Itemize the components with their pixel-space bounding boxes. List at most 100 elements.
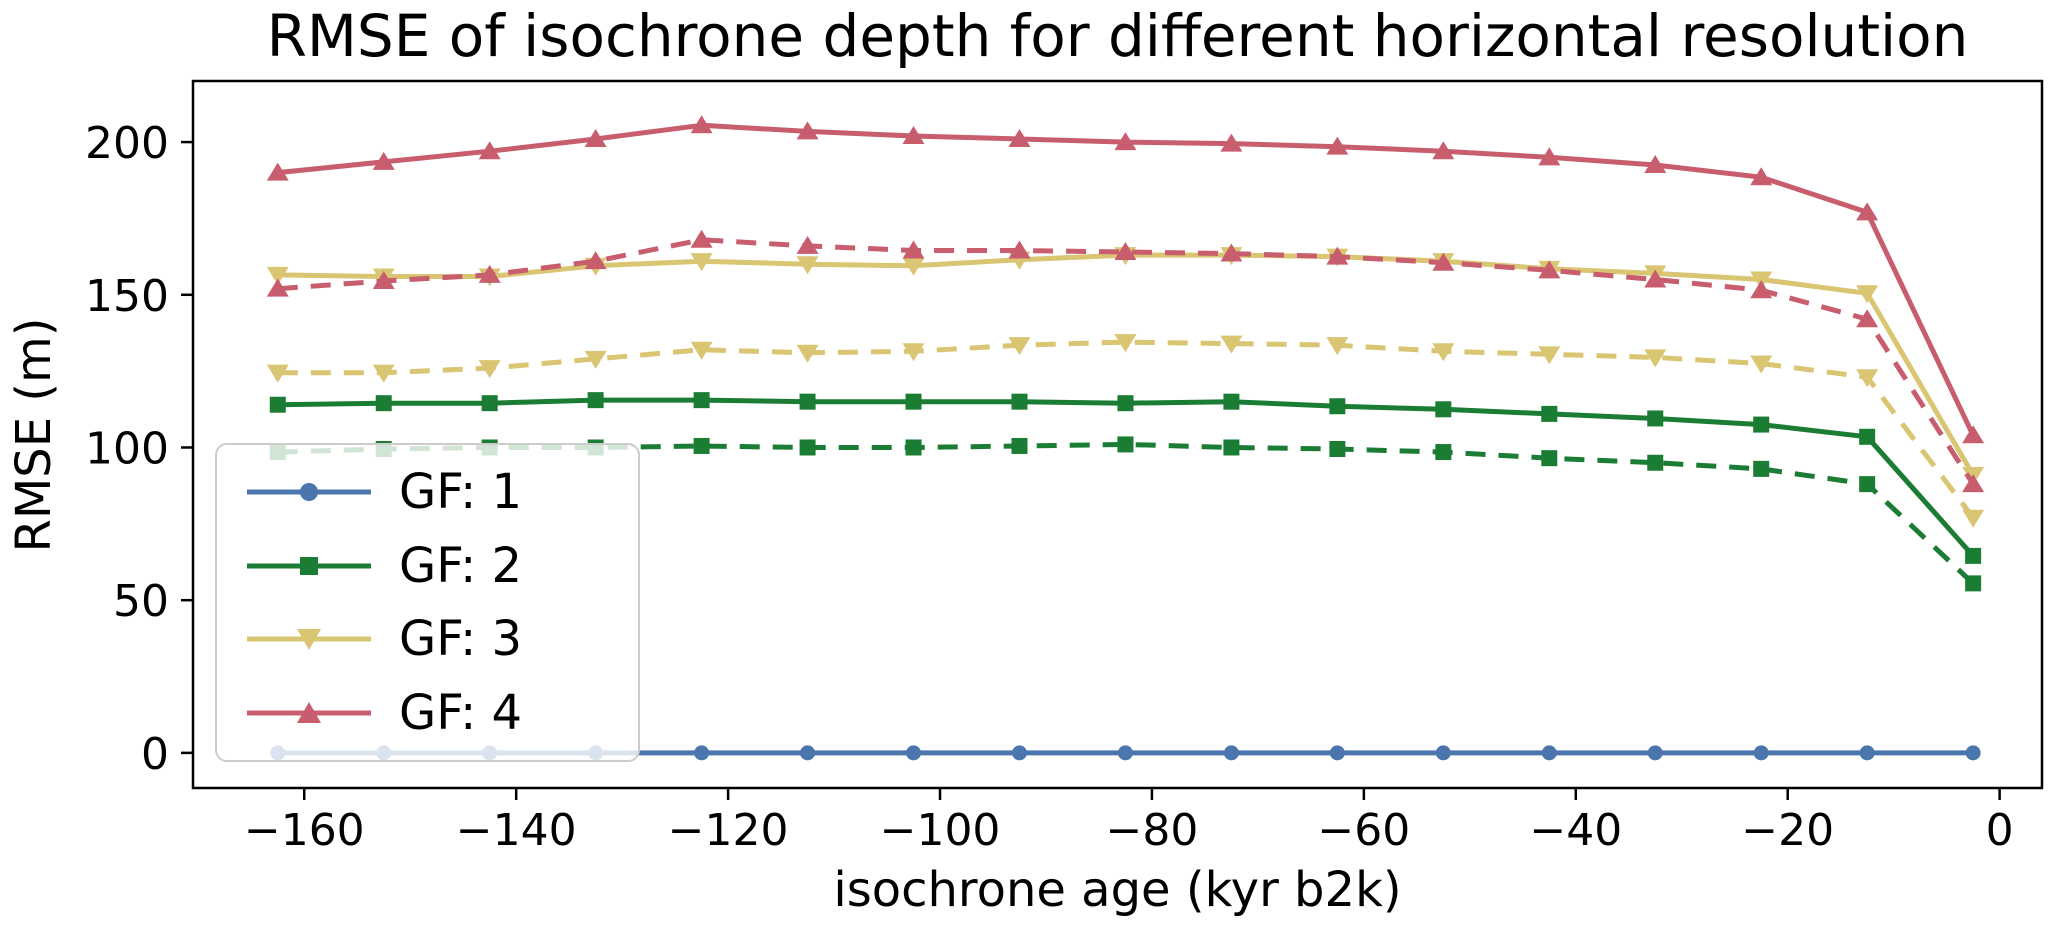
marker-triangle-up — [1326, 246, 1349, 265]
marker-triangle-up — [478, 141, 501, 160]
x-tick-label: −120 — [668, 805, 789, 856]
marker-square — [481, 395, 498, 412]
marker-circle — [1329, 745, 1345, 761]
legend-item: GF: 3 — [245, 615, 638, 663]
marker-triangle-up — [584, 251, 607, 270]
marker-circle — [906, 745, 922, 761]
x-tick-label: 0 — [1986, 805, 2014, 856]
marker-square — [1541, 450, 1558, 467]
marker-triangle-down — [1750, 355, 1773, 374]
marker-triangle-up — [1538, 147, 1561, 166]
marker-triangle-down — [266, 364, 289, 383]
x-tick-label: −80 — [1106, 805, 1199, 856]
square-icon — [300, 556, 318, 575]
marker-square — [1329, 398, 1346, 415]
marker-circle — [1117, 745, 1133, 761]
marker-circle — [1223, 745, 1239, 761]
marker-triangle-up — [796, 235, 819, 254]
marker-square — [1435, 401, 1452, 418]
legend-sample-triangle-up-icon — [247, 702, 371, 724]
marker-triangle-down — [1114, 334, 1137, 353]
marker-triangle-down — [1220, 335, 1243, 354]
marker-triangle-up — [1750, 167, 1773, 186]
marker-square — [1011, 437, 1028, 454]
legend-sample-circle-icon — [247, 482, 371, 501]
marker-triangle-up — [902, 240, 925, 259]
marker-triangle-up — [1114, 132, 1137, 151]
marker-triangle-up — [1114, 242, 1137, 261]
marker-triangle-down — [1008, 337, 1031, 356]
marker-triangle-up — [690, 229, 713, 248]
marker-triangle-down — [1538, 346, 1561, 365]
marker-square — [693, 392, 710, 409]
marker-triangle-down — [1856, 369, 1879, 388]
circle-icon — [300, 482, 318, 501]
series-line-gf-4 — [277, 122, 1976, 437]
legend-sample-square-icon — [247, 556, 371, 575]
marker-circle — [1435, 745, 1451, 761]
marker-square — [1859, 476, 1876, 493]
legend-item: GF: 1 — [245, 468, 638, 516]
marker-square — [1117, 395, 1134, 412]
marker-square — [799, 393, 816, 410]
y-tick-label: 200 — [85, 118, 169, 169]
marker-square — [375, 395, 392, 412]
marker-triangle-up — [902, 125, 925, 144]
legend-sample-triangle-down-icon — [247, 629, 371, 651]
legend-item: GF: 2 — [245, 542, 638, 590]
marker-triangle-down — [266, 266, 289, 285]
marker-triangle-up — [1432, 141, 1455, 160]
marker-triangle-up — [1538, 260, 1561, 279]
marker-triangle-up — [1856, 202, 1879, 221]
legend-item-label: GF: 2 — [399, 537, 523, 594]
marker-square — [1753, 416, 1770, 433]
x-tick-label: −100 — [880, 805, 1001, 856]
marker-triangle-up — [266, 278, 289, 297]
marker-triangle-down — [796, 256, 819, 275]
x-axis-label: isochrone age (kyr b2k) — [833, 862, 1402, 918]
marker-triangle-up — [1962, 425, 1985, 444]
marker-circle — [1011, 745, 1027, 761]
triangle-up-icon — [297, 702, 321, 724]
marker-triangle-up — [1008, 129, 1031, 148]
series-line-gf-4-dashed — [277, 237, 1976, 486]
marker-circle — [1965, 745, 1981, 761]
marker-circle — [1541, 745, 1557, 761]
marker-triangle-up — [478, 264, 501, 283]
y-tick-label: 50 — [113, 576, 169, 627]
marker-triangle-down — [690, 341, 713, 360]
marker-triangle-down — [1856, 285, 1879, 304]
marker-square — [269, 396, 286, 413]
marker-triangle-up — [1962, 474, 1985, 493]
marker-triangle-up — [1220, 243, 1243, 262]
marker-square — [1541, 405, 1558, 422]
marker-triangle-up — [372, 151, 395, 170]
marker-square — [1965, 547, 1982, 564]
marker-square — [1329, 441, 1346, 458]
marker-triangle-down — [1644, 349, 1667, 368]
marker-square — [1435, 444, 1452, 461]
marker-triangle-down — [902, 343, 925, 362]
marker-square — [1223, 439, 1240, 456]
legend: GF: 1 GF: 2 GF: 3 GF: 4 — [215, 443, 640, 762]
marker-triangle-up — [584, 129, 607, 148]
marker-triangle-down — [1962, 509, 1985, 528]
marker-square — [1223, 393, 1240, 410]
marker-circle — [694, 745, 710, 761]
marker-triangle-up — [1644, 154, 1667, 173]
marker-triangle-down — [796, 344, 819, 363]
marker-triangle-up — [1008, 240, 1031, 259]
marker-triangle-up — [372, 271, 395, 290]
y-tick-label: 0 — [141, 729, 169, 780]
marker-circle — [800, 745, 816, 761]
marker-triangle-up — [266, 162, 289, 181]
x-tick-label: −160 — [244, 805, 365, 856]
marker-square — [1647, 454, 1664, 471]
marker-triangle-up — [796, 121, 819, 140]
marker-square — [799, 439, 816, 456]
marker-circle — [1753, 745, 1769, 761]
legend-item: GF: 4 — [245, 689, 638, 737]
marker-circle — [1859, 745, 1875, 761]
